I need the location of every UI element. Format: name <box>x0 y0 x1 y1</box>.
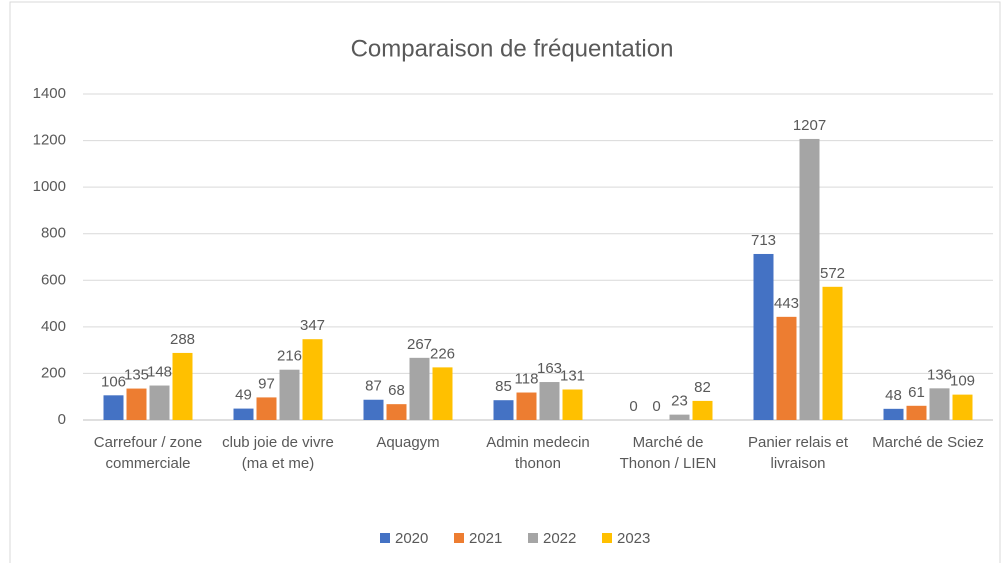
data-label: 288 <box>170 331 195 348</box>
x-tick-label: Carrefour / zone commerciale <box>93 434 203 472</box>
data-label: 163 <box>537 360 562 377</box>
x-tick-label: club joie de vivre (ma et me) <box>222 434 334 472</box>
y-tick-label: 400 <box>41 318 66 335</box>
bar <box>493 400 514 420</box>
data-label: 0 <box>629 398 637 415</box>
data-label: 85 <box>495 378 512 395</box>
data-label: 48 <box>885 387 902 404</box>
y-tick-label: 1400 <box>33 85 66 102</box>
bar <box>562 389 583 420</box>
x-tick-label: Marché de Thonon / LIEN <box>619 434 717 472</box>
legend-swatch <box>528 533 538 543</box>
data-label: 82 <box>694 379 711 396</box>
data-label: 443 <box>774 295 799 312</box>
bar <box>929 388 950 420</box>
data-label: 49 <box>235 387 252 404</box>
data-label: 267 <box>407 336 432 353</box>
bar <box>432 367 453 420</box>
bar <box>822 286 843 420</box>
chart-title: Comparaison de fréquentation <box>351 35 674 62</box>
legend-label: 2021 <box>469 530 502 547</box>
bar <box>279 369 300 420</box>
legend-label: 2022 <box>543 530 576 547</box>
bar <box>126 388 147 420</box>
data-label: 23 <box>671 393 688 410</box>
bar <box>516 392 537 420</box>
data-label: 68 <box>388 382 405 399</box>
bar <box>692 400 713 420</box>
bar <box>883 408 904 420</box>
bar <box>149 385 170 420</box>
data-label: 131 <box>560 367 585 384</box>
data-label: 136 <box>927 366 952 383</box>
data-label: 0 <box>652 398 660 415</box>
bar <box>103 395 124 420</box>
data-label: 572 <box>820 265 845 282</box>
data-label: 135 <box>124 367 149 384</box>
x-tick-label: Aquagym <box>376 434 440 451</box>
legend-swatch <box>380 533 390 543</box>
bar <box>776 316 797 420</box>
y-tick-label: 1200 <box>33 132 66 149</box>
data-label: 347 <box>300 317 325 334</box>
data-label: 61 <box>908 384 925 401</box>
data-label: 216 <box>277 348 302 365</box>
x-tick-label: Admin medecin thonon <box>486 434 590 472</box>
data-label: 148 <box>147 364 172 381</box>
legend-swatch <box>454 533 464 543</box>
data-label: 106 <box>101 373 126 390</box>
data-label: 713 <box>751 232 776 249</box>
bar <box>302 339 323 420</box>
legend-label: 2023 <box>617 530 650 547</box>
bar <box>233 408 254 420</box>
legend-label: 2020 <box>395 530 428 547</box>
data-label: 109 <box>950 373 975 390</box>
bar <box>409 357 430 420</box>
y-tick-label: 200 <box>41 364 66 381</box>
y-tick-label: 1000 <box>33 178 66 195</box>
bar <box>906 405 927 420</box>
bar <box>172 352 193 420</box>
bar <box>363 399 384 420</box>
data-label: 97 <box>258 375 275 392</box>
bar <box>256 397 277 420</box>
y-tick-label: 0 <box>58 411 66 428</box>
chart-border <box>9 1 1001 563</box>
bar <box>952 394 973 420</box>
data-label: 118 <box>515 370 539 387</box>
y-tick-label: 800 <box>41 225 66 242</box>
y-tick-label: 600 <box>41 271 66 288</box>
x-tick-label: Panier relais et livraison <box>747 434 849 472</box>
data-label: 87 <box>365 378 382 395</box>
bar <box>386 404 407 420</box>
data-label: 226 <box>430 345 455 362</box>
bar <box>799 138 820 421</box>
bar <box>539 382 560 420</box>
data-label: 1207 <box>793 117 826 134</box>
x-tick-label: Marché de Sciez <box>872 434 984 451</box>
legend-swatch <box>602 533 612 543</box>
bar <box>669 414 690 420</box>
bar <box>753 253 774 420</box>
